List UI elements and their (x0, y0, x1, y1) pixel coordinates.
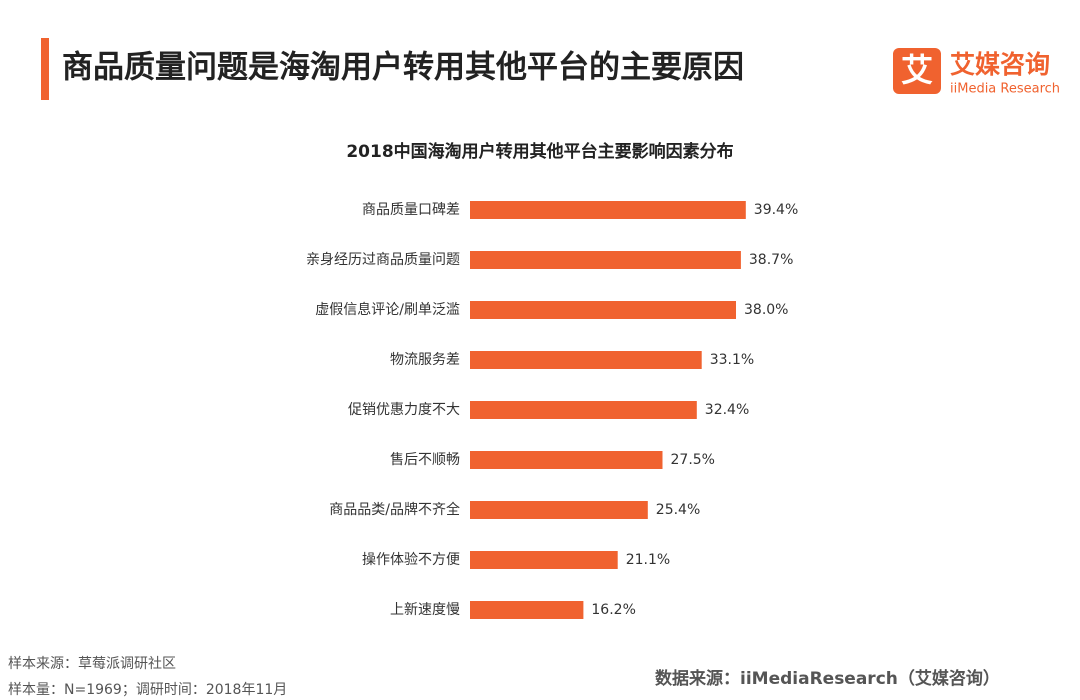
chart-title: 2018中国海淘用户转用其他平台主要影响因素分布 (346, 141, 733, 162)
data-source: 数据来源：iiMediaResearch（艾媒咨询） (655, 668, 1000, 689)
bar (470, 601, 584, 619)
sample-info: 样本量：N=1969；调研时间：2018年11月 (8, 682, 287, 698)
value-label: 21.1% (626, 552, 670, 568)
logo-icon: 艾 (901, 51, 933, 89)
category-label: 商品品类/品牌不齐全 (329, 501, 460, 518)
value-label: 32.4% (705, 402, 749, 418)
page-title: 商品质量问题是海淘用户转用其他平台的主要原因 (62, 50, 744, 86)
category-label: 虚假信息评论/刷单泛滥 (315, 301, 460, 318)
bar (470, 251, 741, 269)
logo-english: iiMedia Research (950, 82, 1060, 97)
value-label: 25.4% (656, 502, 700, 518)
category-label: 商品质量口碑差 (362, 202, 460, 218)
value-label: 38.0% (744, 302, 788, 318)
category-label: 亲身经历过商品质量问题 (306, 252, 460, 268)
category-label: 售后不顺畅 (390, 452, 460, 468)
category-label: 促销优惠力度不大 (348, 402, 460, 418)
value-label: 16.2% (591, 602, 635, 618)
category-label: 上新速度慢 (390, 601, 460, 618)
title-accent (41, 38, 49, 100)
bar (470, 351, 702, 369)
bar (470, 301, 736, 319)
value-label: 27.5% (671, 452, 715, 468)
category-label: 操作体验不方便 (362, 552, 460, 568)
category-label: 物流服务差 (390, 352, 460, 368)
bar (470, 551, 618, 569)
value-label: 38.7% (749, 252, 793, 268)
bar (470, 451, 663, 469)
value-label: 33.1% (710, 352, 754, 368)
logo-icon-bg (893, 48, 941, 94)
bar (470, 201, 746, 219)
bar (470, 501, 648, 519)
logo-name: 艾媒咨询 (950, 50, 1050, 79)
value-label: 39.4% (754, 202, 798, 218)
bar (470, 401, 697, 419)
sample-source: 样本来源：草莓派调研社区 (8, 656, 176, 672)
